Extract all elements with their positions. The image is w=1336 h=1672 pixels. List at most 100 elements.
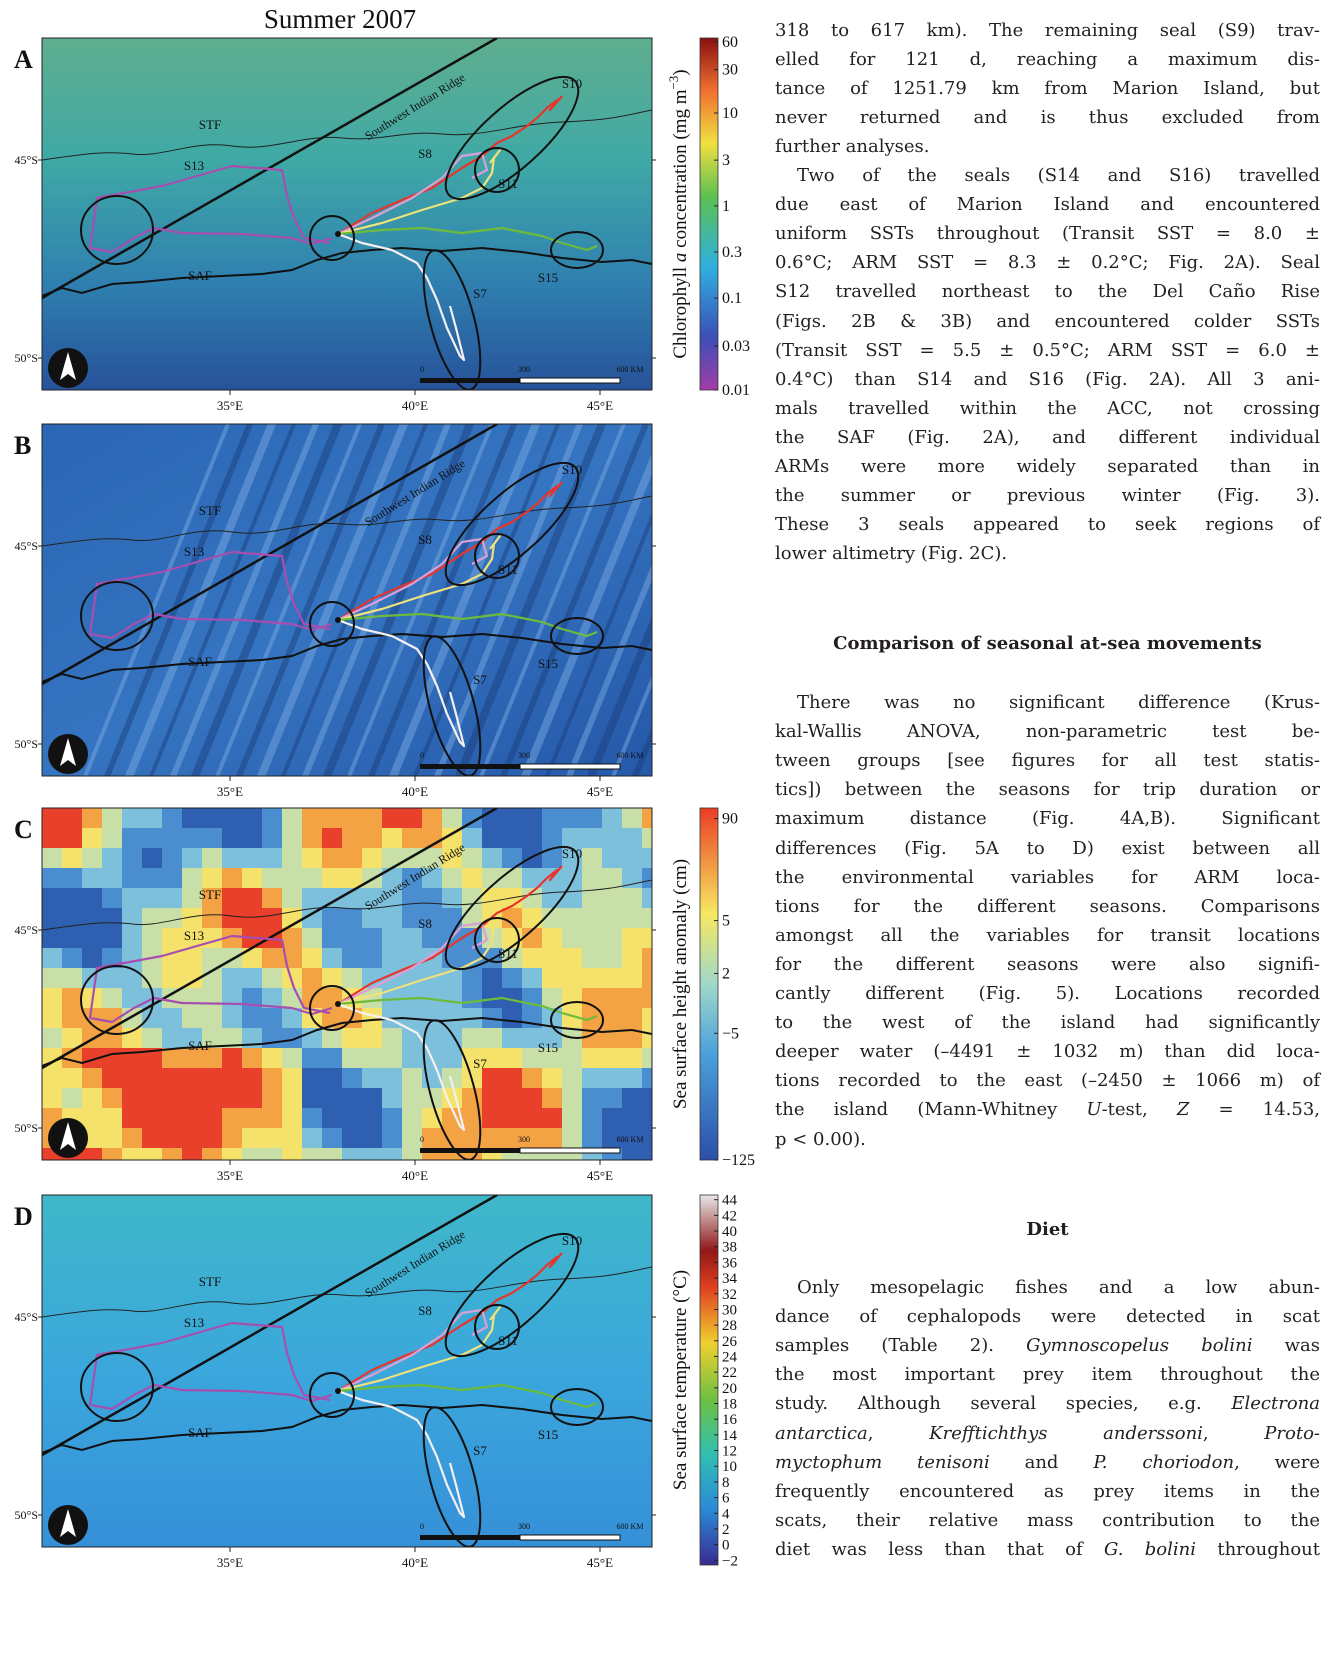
- text-run: concentration (mg m: [670, 89, 691, 252]
- anomaly-cell: [102, 848, 122, 868]
- colorbar-tick-label: 40: [722, 1224, 737, 1240]
- colorbar-tick-label: 34: [722, 1271, 738, 1287]
- anomaly-cell: [162, 1048, 182, 1068]
- anomaly-cell: [142, 1088, 162, 1108]
- anomaly-cell: [142, 1028, 162, 1048]
- anomaly-cell: [202, 988, 222, 1008]
- anomaly-cell: [462, 1028, 482, 1048]
- anomaly-cell: [102, 1148, 122, 1168]
- map-label: S11: [498, 946, 518, 961]
- anomaly-cell: [102, 808, 122, 828]
- anomaly-cell: [102, 1108, 122, 1128]
- anomaly-cell: [322, 828, 342, 848]
- anomaly-cell: [362, 928, 382, 948]
- scale-label: 0: [420, 1135, 424, 1144]
- anomaly-cell: [142, 1108, 162, 1128]
- anomaly-cell: [622, 868, 642, 888]
- anomaly-cell: [122, 928, 142, 948]
- anomaly-cell: [602, 828, 622, 848]
- text-run: and: [990, 1452, 1094, 1473]
- text-run: throughout: [1196, 1539, 1320, 1560]
- anomaly-cell: [562, 1048, 582, 1068]
- anomaly-cell: [282, 1148, 302, 1168]
- anomaly-cell: [242, 868, 262, 888]
- anomaly-cell: [302, 1068, 322, 1088]
- colorbar-tick-label: 30: [722, 62, 738, 79]
- text-line: tance of 1251.79 km from Marion Island, …: [775, 74, 1320, 103]
- anomaly-cell: [562, 868, 582, 888]
- anomaly-cell: [622, 1068, 642, 1088]
- text-run: diet was less than that of: [775, 1539, 1104, 1560]
- text-line: 318 to 617 km). The remaining seal (S9) …: [775, 16, 1320, 45]
- anomaly-cell: [262, 1028, 282, 1048]
- anomaly-cell: [62, 1088, 82, 1108]
- anomaly-cell: [542, 888, 562, 908]
- anomaly-cell: [202, 1148, 222, 1168]
- colorbar-tick-label: −125: [722, 1152, 755, 1169]
- map-label: S13: [184, 158, 204, 173]
- anomaly-cell: [602, 1068, 622, 1088]
- text-run: cantly different (Fig. 5). Locations rec…: [775, 983, 1320, 1004]
- anomaly-cell: [62, 888, 82, 908]
- text-line: S12 travelled northeast to the Del Caño …: [775, 277, 1320, 306]
- text-run: differences (Fig. 5A to D) exist between…: [775, 838, 1320, 859]
- anomaly-cell: [142, 1068, 162, 1088]
- anomaly-cell: [542, 1108, 562, 1128]
- text-run: tance of 1251.79 km from Marion Island, …: [775, 78, 1320, 99]
- anomaly-cell: [622, 928, 642, 948]
- anomaly-cell: [162, 1008, 182, 1028]
- anomaly-cell: [622, 848, 642, 868]
- anomaly-cell: [262, 1048, 282, 1068]
- anomaly-cell: [622, 1108, 642, 1128]
- island: [335, 1001, 341, 1007]
- lon-label: 40°E: [402, 398, 428, 413]
- text-line: tions for the different seasons. Compari…: [775, 892, 1320, 921]
- anomaly-cell: [182, 1088, 202, 1108]
- anomaly-cell: [162, 1108, 182, 1128]
- anomaly-cell: [442, 868, 462, 888]
- anomaly-cell: [122, 1068, 142, 1088]
- anomaly-cell: [502, 1008, 522, 1028]
- anomaly-cell: [62, 1068, 82, 1088]
- anomaly-cell: [522, 968, 542, 988]
- colorbar-tick-label: 60: [722, 34, 738, 51]
- text-run: the SAF (Fig. 2A), and different individ…: [775, 427, 1320, 448]
- anomaly-cell: [222, 1008, 242, 1028]
- anomaly-cell: [562, 1088, 582, 1108]
- anomaly-cell: [382, 948, 402, 968]
- colorbar-tick-label: 20: [722, 1381, 737, 1397]
- anomaly-cell: [282, 928, 302, 948]
- anomaly-cell: [582, 808, 602, 828]
- map-label: S10: [562, 1233, 582, 1248]
- map-label: S7: [473, 1443, 487, 1458]
- anomaly-cell: [342, 908, 362, 928]
- anomaly-cell: [162, 1068, 182, 1088]
- text-run: the island (Mann-Whitney: [775, 1099, 1086, 1120]
- anomaly-cell: [262, 828, 282, 848]
- italic-run: a: [670, 253, 691, 263]
- anomaly-cell: [382, 1028, 402, 1048]
- anomaly-cell: [282, 868, 302, 888]
- anomaly-cell: [602, 968, 622, 988]
- text-line: never returned and is thus excluded from: [775, 103, 1320, 132]
- anomaly-cell: [362, 848, 382, 868]
- anomaly-cell: [162, 1028, 182, 1048]
- colorbar-title: Sea surface height anomaly (cm): [670, 859, 691, 1109]
- anomaly-cell: [162, 808, 182, 828]
- anomaly-cell: [262, 868, 282, 888]
- colorbar: [700, 38, 718, 390]
- colorbar-tick-label: 14: [722, 1428, 738, 1444]
- text-line: kal-Wallis ANOVA, non-parametric test be…: [775, 717, 1320, 746]
- anomaly-cell: [182, 1108, 202, 1128]
- colorbar-tick-label: 38: [722, 1240, 737, 1256]
- map-label: SAF: [188, 268, 212, 283]
- anomaly-cell: [122, 828, 142, 848]
- scale-label: 600 KM: [617, 365, 644, 374]
- anomaly-cell: [582, 948, 602, 968]
- lon-label: 35°E: [217, 398, 243, 413]
- anomaly-cell: [102, 1048, 122, 1068]
- section-heading: Comparison of seasonal at-sea movements: [775, 629, 1320, 658]
- anomaly-cell: [162, 1148, 182, 1168]
- anomaly-cell: [142, 928, 162, 948]
- anomaly-cell: [262, 968, 282, 988]
